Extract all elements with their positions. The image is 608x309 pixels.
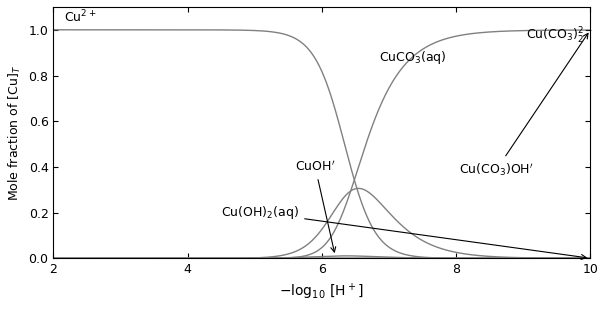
Text: $\mathrm{Cu}^{2+}$: $\mathrm{Cu}^{2+}$ <box>63 9 96 25</box>
Text: $\mathrm{CuCO_3(aq)}$: $\mathrm{CuCO_3(aq)}$ <box>379 49 446 66</box>
Text: $\mathrm{Cu(CO_3)_2^{2-}}$: $\mathrm{Cu(CO_3)_2^{2-}}$ <box>527 26 593 46</box>
X-axis label: $-\log_{10}\,[\mathrm{H}^+]$: $-\log_{10}\,[\mathrm{H}^+]$ <box>280 282 364 302</box>
Text: $\mathrm{Cu(OH)_2(aq)}$: $\mathrm{Cu(OH)_2(aq)}$ <box>221 204 586 260</box>
Text: $\mathrm{Cu(CO_3)OH^{\prime}}$: $\mathrm{Cu(CO_3)OH^{\prime}}$ <box>460 33 588 177</box>
Y-axis label: Mole fraction of $[\mathrm{Cu}]_T$: Mole fraction of $[\mathrm{Cu}]_T$ <box>7 65 23 201</box>
Text: $\mathrm{CuOH}^{\prime}$: $\mathrm{CuOH}^{\prime}$ <box>295 160 336 252</box>
